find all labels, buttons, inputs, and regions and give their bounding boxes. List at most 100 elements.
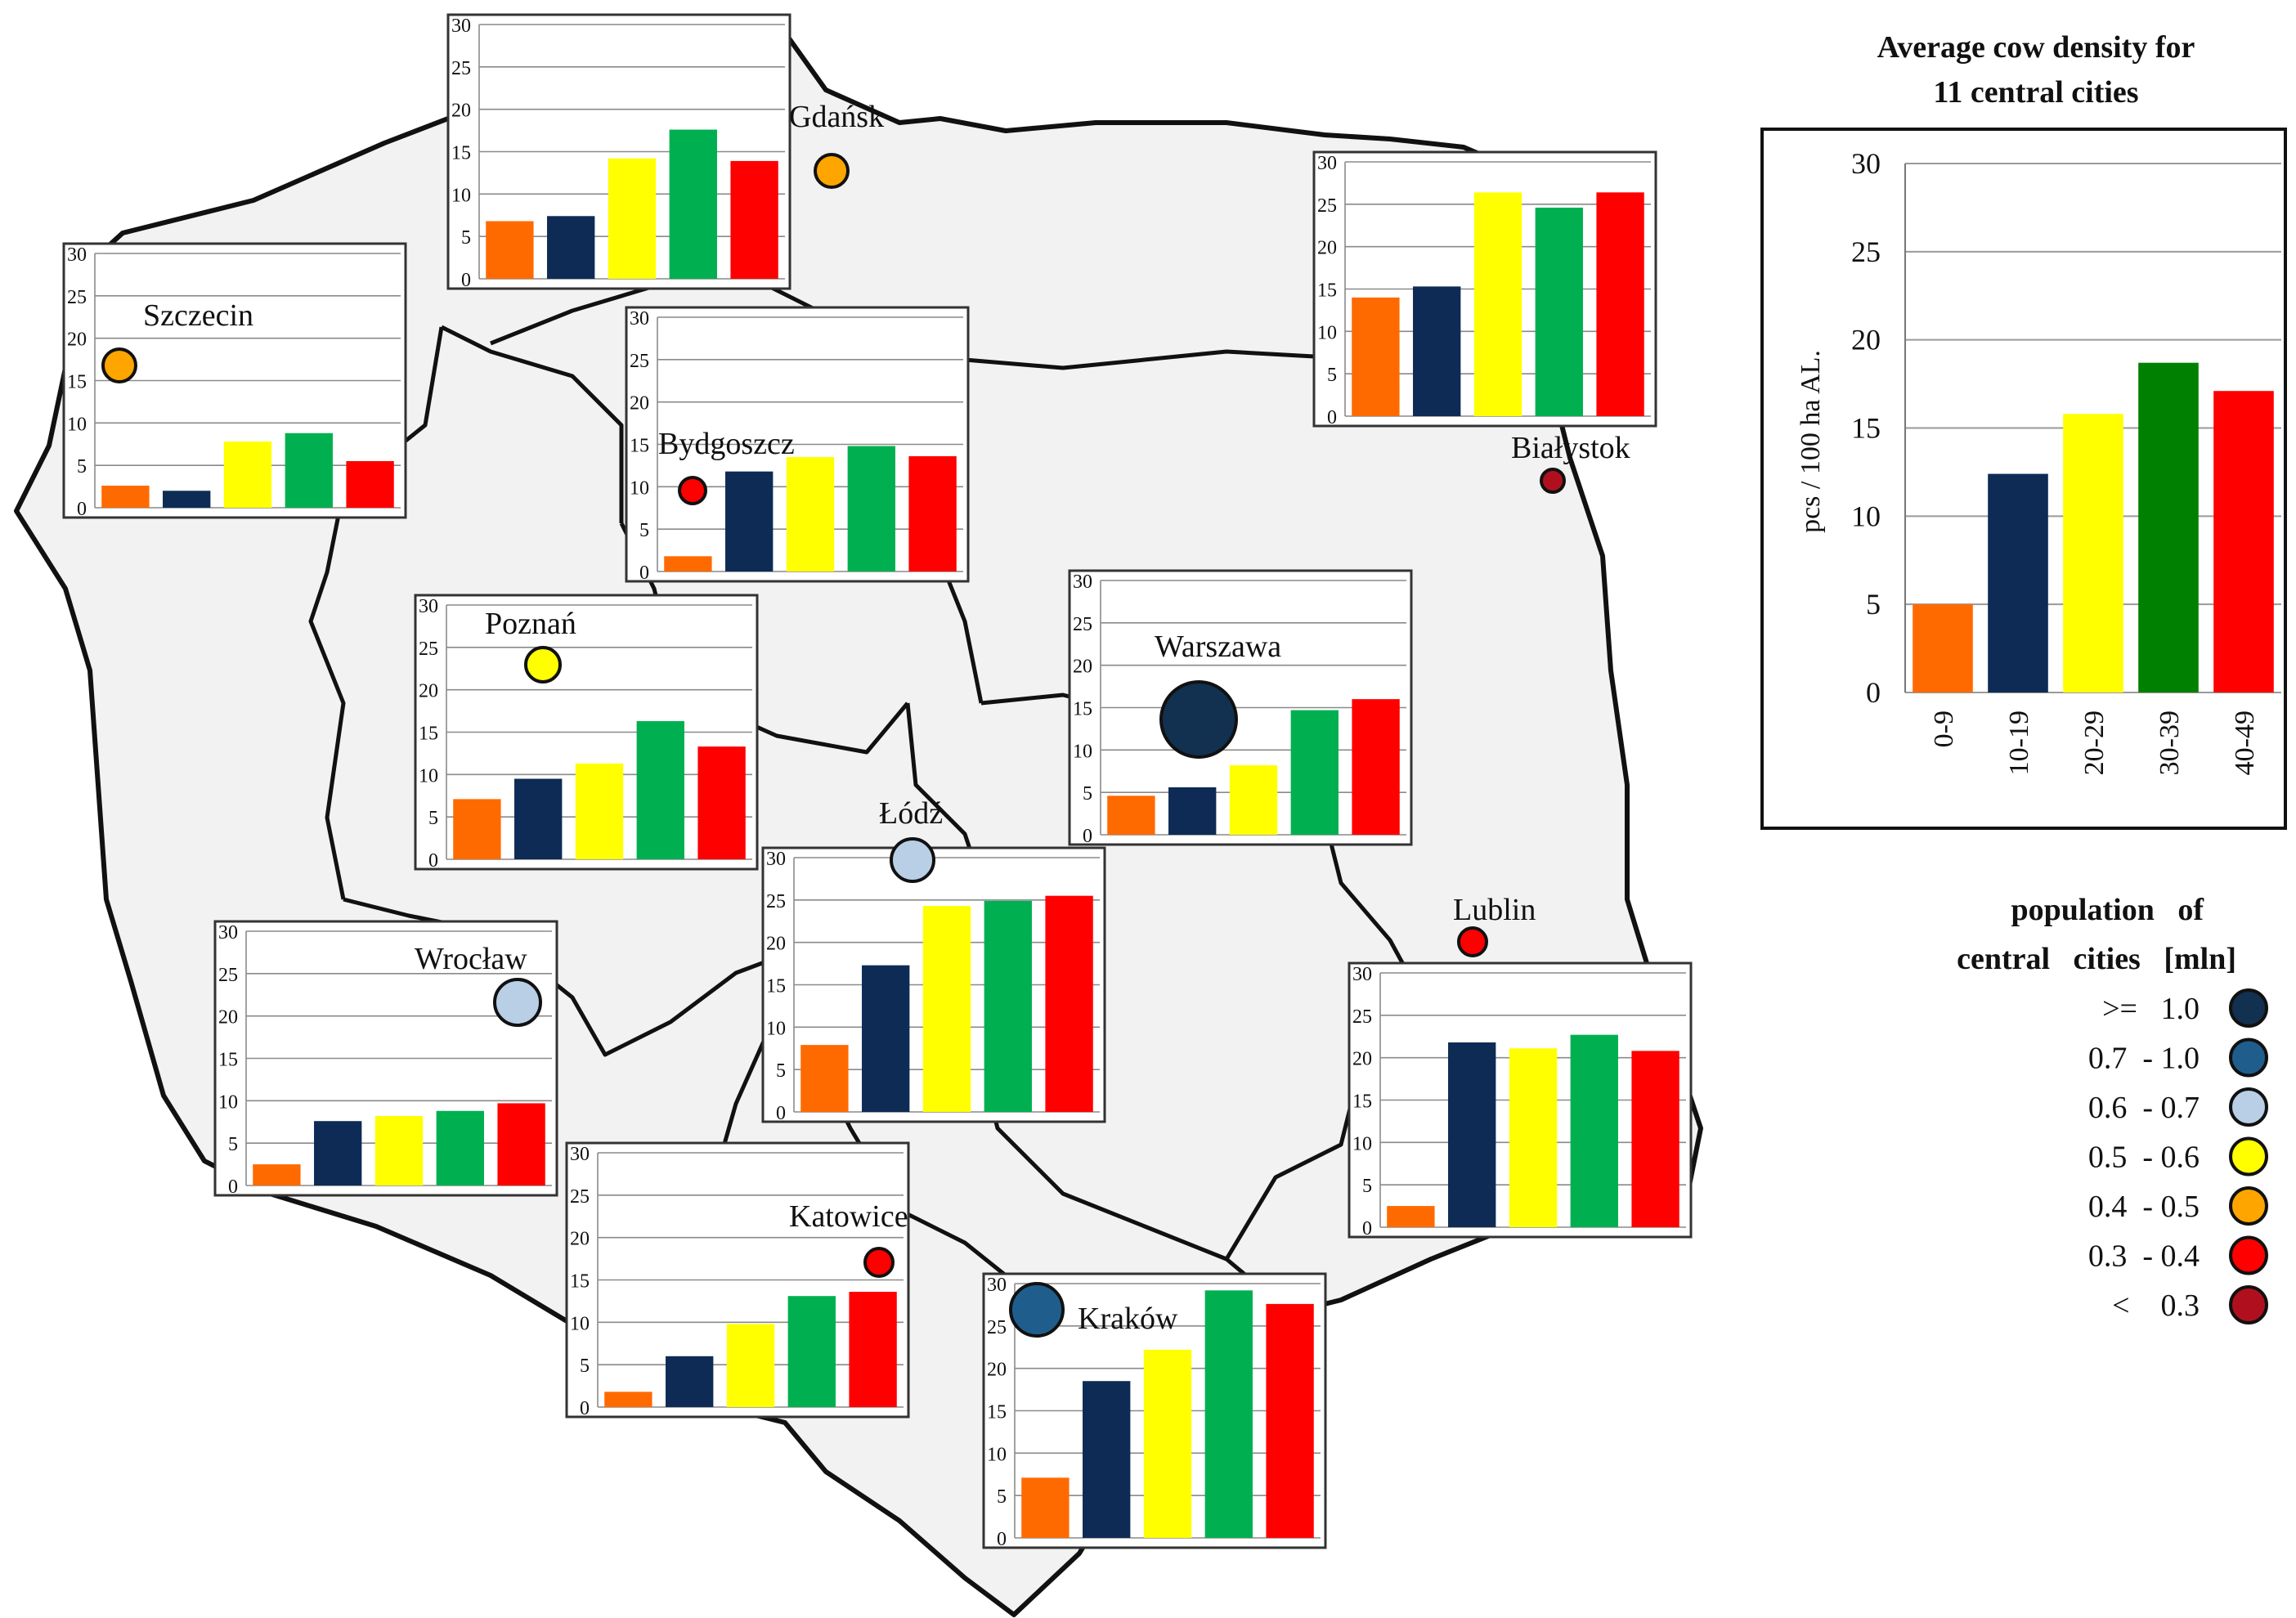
chart-bar-bydgoszcz-1 [664, 556, 712, 571]
chart-y-tick-label: 25 [1352, 1006, 1372, 1028]
chart-bar-lublin-1 [1387, 1206, 1435, 1227]
chart-bar-bialystok-5 [1596, 192, 1644, 416]
chart-y-tick-label: 25 [987, 1317, 1007, 1338]
chart-y-tick-label: 15 [451, 143, 471, 164]
chart-y-tick-label: 0 [776, 1103, 786, 1124]
chart-bar-bydgoszcz-4 [847, 446, 895, 571]
chart-bar-warszawa-4 [1290, 710, 1339, 835]
chart-bar-wroclaw-3 [374, 1115, 424, 1185]
city-label-lublin: Lublin [1453, 893, 1536, 927]
chart-y-tick-label: 25 [630, 351, 649, 372]
chart-bar-katowice-4 [787, 1296, 836, 1407]
summary-bar-40-49 [2213, 391, 2274, 692]
chart-bar-lublin-4 [1570, 1034, 1618, 1227]
chart-y-tick-label: 5 [776, 1060, 786, 1082]
chart-bar-lublin-5 [1631, 1051, 1679, 1227]
chart-y-tick-label: 0 [1362, 1218, 1372, 1239]
chart-bar-wroclaw-5 [497, 1103, 545, 1185]
chart-poznan: 0 5 10 15 20 25 30 [414, 594, 759, 872]
chart-y-tick-label: 0 [1083, 826, 1092, 847]
chart-y-tick-label: 5 [461, 227, 471, 249]
chart-y-tick-label: 5 [997, 1486, 1007, 1508]
summary-x-tick-label: 30-39 [2155, 710, 2185, 775]
chart-y-tick-label: 30 [987, 1275, 1007, 1296]
city-label-wroclaw: Wrocław [415, 942, 527, 976]
legend: population of central cities [mln] >= 1.… [1957, 893, 2268, 1324]
chart-y-tick-label: 5 [428, 808, 438, 829]
chart-bar-bialystok-2 [1413, 286, 1461, 416]
chart-y-tick-label: 0 [428, 850, 438, 872]
chart-y-tick-label: 20 [451, 101, 471, 122]
city-markers: Gdańsk Szczecin Bydgoszcz Białystok Poznań Wa… [101, 100, 1630, 1338]
chart-y-tick-label: 15 [218, 1050, 238, 1071]
city-label-bydgoszcz: Bydgoszcz [658, 427, 795, 461]
chart-lodz: 0 5 10 15 20 25 30 [761, 846, 1106, 1124]
chart-y-tick-label: 25 [1317, 195, 1337, 217]
chart-y-tick-label: 15 [570, 1271, 590, 1293]
chart-y-tick-label: 0 [639, 562, 649, 584]
chart-bar-krakow-4 [1204, 1290, 1253, 1538]
city-marker-krakow [1009, 1282, 1065, 1338]
summary-bar-10-19 [1988, 473, 2048, 692]
chart-y-tick-label: 20 [1352, 1049, 1372, 1070]
city-marker-bialystok [1540, 468, 1566, 494]
chart-y-tick-label: 15 [1317, 280, 1337, 302]
chart-y-tick-label: 10 [218, 1091, 238, 1113]
chart-y-tick-label: 5 [1083, 783, 1092, 805]
chart-bar-warszawa-2 [1168, 787, 1217, 835]
chart-bar-katowice-5 [849, 1292, 897, 1407]
chart-y-tick-label: 25 [766, 891, 786, 912]
chart-bar-bialystok-4 [1535, 207, 1583, 416]
chart-y-tick-label: 10 [419, 765, 438, 787]
chart-y-tick-label: 5 [1327, 365, 1337, 386]
chart-bar-poznan-1 [453, 799, 501, 859]
chart-bar-lodz-2 [862, 965, 910, 1112]
summary-y-tick-label: 5 [1866, 588, 1881, 621]
chart-gdansk: 0 5 10 15 20 25 30 [446, 13, 791, 291]
legend-item-label: 0.7 - 1.0 [2088, 1042, 2200, 1076]
regional-charts: 0 5 10 15 20 25 30 0 5 10 15 20 25 30 0 5 10 15 20 25 30 0 5 10… [62, 13, 1693, 1550]
chart-y-tick-label: 15 [1352, 1091, 1372, 1113]
legend-item-label: 0.3 - 0.4 [2088, 1239, 2200, 1274]
chart-bar-lodz-4 [984, 900, 1032, 1112]
chart-y-tick-label: 20 [987, 1360, 1007, 1381]
summary-y-tick-label: 30 [1851, 147, 1881, 180]
chart-bar-katowice-1 [604, 1392, 652, 1407]
chart-warszawa: 0 5 10 15 20 25 30 [1068, 569, 1413, 847]
legend-swatch-1 [2229, 988, 2268, 1028]
city-label-poznan: Poznań [485, 607, 576, 641]
chart-bar-warszawa-5 [1352, 699, 1400, 835]
chart-bar-bialystok-3 [1473, 192, 1522, 416]
chart-y-tick-label: 10 [987, 1444, 1007, 1465]
summary-bar-20-29 [2063, 414, 2123, 692]
chart-y-tick-label: 25 [419, 639, 438, 660]
legend-swatch-6 [2229, 1235, 2268, 1275]
chart-wroclaw: 0 5 10 15 20 25 30 [213, 920, 558, 1198]
chart-bar-bydgoszcz-2 [725, 471, 774, 571]
chart-bar-gdansk-3 [608, 158, 657, 279]
chart-bar-krakow-3 [1143, 1349, 1192, 1538]
summary-x-tick-label: 0-9 [1929, 710, 1959, 747]
chart-bar-gdansk-2 [547, 216, 595, 279]
chart-y-tick-label: 25 [67, 287, 87, 308]
chart-y-tick-label: 30 [630, 308, 649, 329]
summary-title-line1: Average cow density for [1877, 30, 2195, 65]
chart-bar-warszawa-3 [1229, 764, 1278, 835]
chart-bar-warszawa-1 [1107, 796, 1155, 835]
chart-bar-bydgoszcz-3 [786, 457, 835, 571]
chart-y-tick-label: 25 [451, 58, 471, 79]
chart-y-tick-label: 10 [630, 477, 649, 499]
summary-x-tick-label: 20-29 [2079, 710, 2110, 775]
city-marker-bydgoszcz [678, 476, 707, 505]
city-marker-wroclaw [493, 978, 542, 1027]
legend-swatch-2 [2229, 1038, 2268, 1078]
chart-bar-gdansk-5 [730, 160, 778, 279]
chart-y-tick-label: 20 [218, 1007, 238, 1029]
summary-y-tick-label: 0 [1866, 676, 1881, 709]
chart-y-tick-label: 10 [570, 1313, 590, 1334]
summary-y-tick-label: 10 [1851, 500, 1881, 532]
summary-title-line2: 11 central cities [1933, 75, 2138, 110]
chart-bar-lodz-5 [1045, 895, 1093, 1112]
legend-title-line1: population of [2011, 893, 2205, 927]
